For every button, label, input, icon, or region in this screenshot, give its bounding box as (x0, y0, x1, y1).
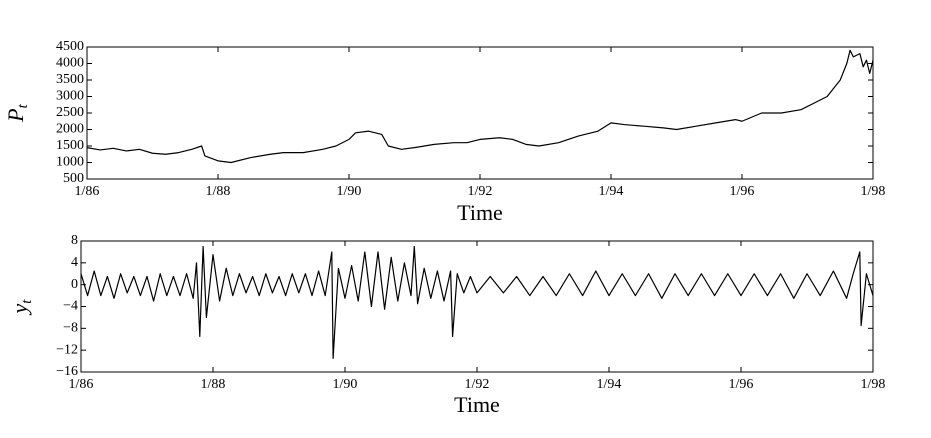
x-tick-label: 1/86 (75, 184, 100, 199)
y-tick-label: 2000 (56, 122, 84, 137)
x-tick-label: 1/96 (729, 377, 754, 392)
y-tick-label: 0 (71, 277, 78, 292)
x-tick-label: 1/98 (861, 184, 886, 199)
x-tick-label: 1/92 (465, 377, 490, 392)
x-tick-label: 1/94 (599, 184, 624, 199)
x-tick-label: 1/90 (333, 377, 358, 392)
x-axis-label: Time (454, 392, 500, 417)
y-tick-label: 1500 (56, 138, 84, 153)
y-axis-label-subscript: t (15, 103, 31, 108)
data-line (86, 49, 874, 164)
y-tick-label: 3500 (56, 72, 84, 87)
x-axis-label: Time (457, 200, 503, 225)
y-axis-label-main: y (7, 303, 32, 315)
y-tick-label: 4500 (56, 39, 84, 54)
x-tick-label: 1/88 (206, 184, 231, 199)
y-axis-label: Pt (3, 103, 31, 122)
plot-frame (80, 240, 874, 373)
y-tick-label: −12 (56, 342, 78, 357)
y-tick-label: 8 (71, 233, 78, 248)
x-tick-label: 1/90 (337, 184, 362, 199)
y-axis-label: yt (7, 299, 35, 316)
y-tick-label: 500 (63, 171, 84, 186)
x-tick-label: 1/94 (597, 377, 622, 392)
x-tick-label: 1/96 (730, 184, 755, 199)
y-tick-label: 3000 (56, 89, 84, 104)
y-tick-label: 2500 (56, 105, 84, 120)
y-tick-label: −4 (63, 299, 78, 314)
x-tick-label: 1/86 (69, 377, 94, 392)
y-tick-label: −16 (56, 364, 78, 379)
x-tick-label: 1/98 (861, 377, 886, 392)
y-axis-label-subscript: t (19, 299, 35, 304)
x-tick-label: 1/92 (468, 184, 493, 199)
y-tick-label: 4000 (56, 56, 84, 71)
y-tick-label: 1000 (56, 155, 84, 170)
x-tick-label: 1/88 (201, 377, 226, 392)
data-line (80, 245, 874, 359)
y-axis-label-main: P (3, 108, 28, 122)
y-tick-label: 4 (71, 255, 78, 270)
y-tick-label: −8 (63, 321, 78, 336)
plot-frame (86, 46, 874, 180)
